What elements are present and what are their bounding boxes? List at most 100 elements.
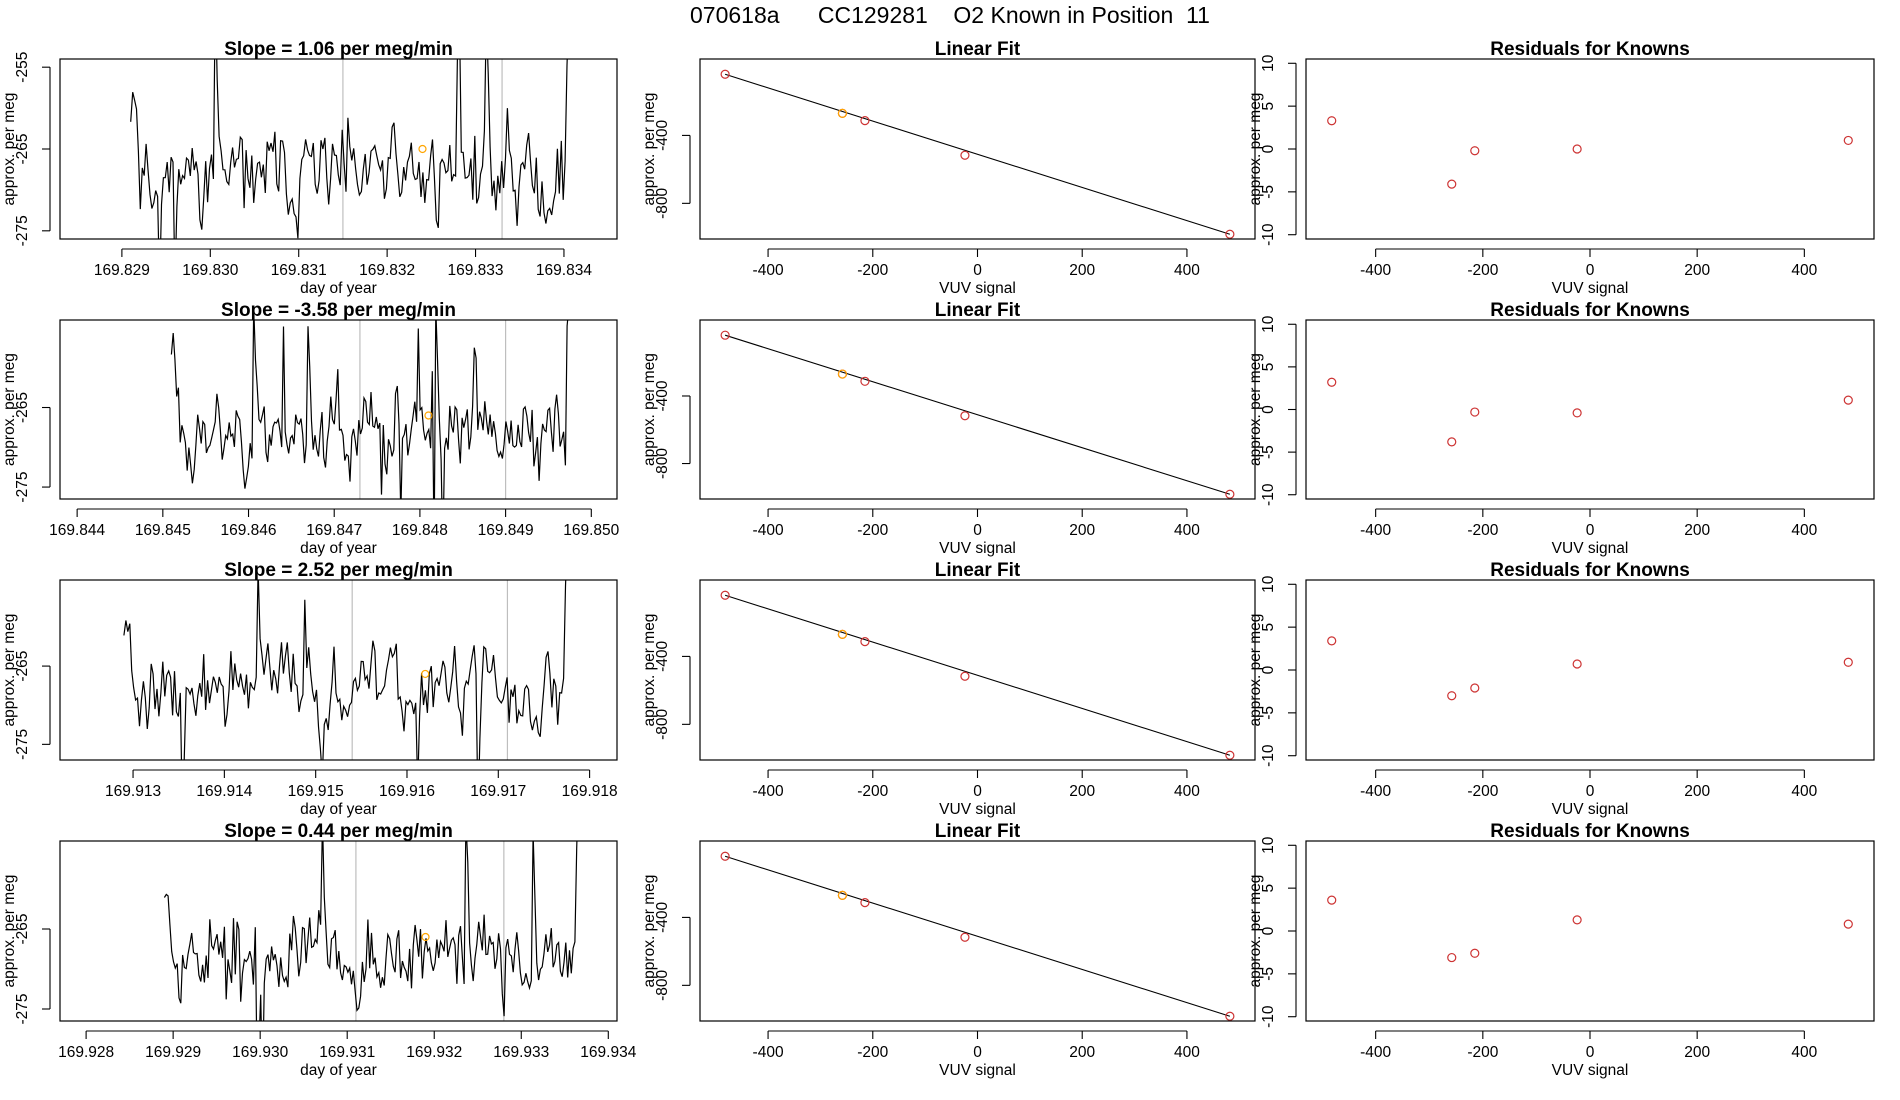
fit-point bbox=[860, 376, 870, 386]
residual-point bbox=[1447, 691, 1457, 701]
x-axis: 169.844 169.845 169.846 169.847 169.848 169.8… bbox=[49, 508, 620, 557]
residual-panel-3: Residuals for Knowns -400 -200 0 200 400 VUV s… bbox=[1247, 560, 1875, 818]
residual-point bbox=[1327, 116, 1337, 126]
x-tick-label: -400 bbox=[753, 1044, 784, 1061]
fit-point bbox=[960, 411, 970, 421]
y-tick-label: -800 bbox=[654, 448, 671, 479]
x-tick-label: 400 bbox=[1174, 783, 1200, 800]
x-tick-label: 169.846 bbox=[221, 522, 277, 539]
y-tick-label: -5 bbox=[1260, 967, 1277, 981]
x-tick-label: -200 bbox=[1467, 783, 1498, 800]
y-tick-label: -10 bbox=[1260, 483, 1277, 506]
y-axis-label: approx. per meg bbox=[641, 93, 658, 206]
fit-point-highlight bbox=[837, 890, 848, 900]
x-tick-label: -400 bbox=[753, 783, 784, 800]
y-axis: -265 -275 approx. per meg bbox=[1, 875, 51, 1025]
y-tick-label: -275 bbox=[14, 215, 31, 246]
y-axis-label: approx. per meg bbox=[1, 614, 18, 727]
plot-frame bbox=[699, 58, 1256, 240]
y-tick-label: -10 bbox=[1260, 1005, 1277, 1028]
plot-area bbox=[720, 330, 1235, 499]
residual-point bbox=[1447, 952, 1457, 963]
residual-point bbox=[1470, 407, 1480, 417]
x-tick-label: 0 bbox=[1586, 522, 1595, 539]
y-axis-label: approx. per meg bbox=[1247, 93, 1264, 206]
x-tick-label: 400 bbox=[1174, 1044, 1200, 1061]
y-axis-label: approx. per meg bbox=[1247, 875, 1264, 988]
figure-title: 070618a CC129281 O2 Known in Position 11 bbox=[690, 2, 1210, 28]
x-tick-label: 169.917 bbox=[470, 783, 526, 800]
plot-frame bbox=[59, 579, 618, 761]
x-tick-label: -400 bbox=[1360, 522, 1391, 539]
fit-point bbox=[720, 851, 730, 861]
panel-title: Linear Fit bbox=[935, 300, 1021, 321]
y-axis-label: approx. per meg bbox=[1, 93, 18, 206]
x-tick-label: 169.932 bbox=[406, 1044, 462, 1061]
x-axis: -400 -200 0 200 400 VUV signal bbox=[1360, 508, 1818, 557]
y-tick-label: 0 bbox=[1260, 144, 1277, 153]
residual-point bbox=[1843, 919, 1853, 929]
plot-frame bbox=[1305, 319, 1875, 500]
plot-area bbox=[1327, 116, 1853, 189]
panel-title: Linear Fit bbox=[935, 39, 1021, 60]
plot-area bbox=[720, 851, 1235, 1021]
plot-area bbox=[1327, 377, 1853, 447]
plot-area bbox=[1327, 636, 1853, 701]
y-tick-label: -275 bbox=[14, 472, 31, 503]
x-tick-label: 169.831 bbox=[271, 262, 327, 279]
x-tick-label: 169.847 bbox=[306, 522, 362, 539]
residual-point bbox=[1572, 659, 1582, 669]
known-mean-point bbox=[421, 932, 430, 942]
x-tick-label: 400 bbox=[1174, 522, 1200, 539]
panel-title: Slope = -3.58 per meg/min bbox=[221, 300, 456, 321]
y-tick-label: -5 bbox=[1260, 445, 1277, 459]
x-axis-label: day of year bbox=[300, 280, 377, 297]
x-tick-label: 400 bbox=[1791, 783, 1817, 800]
residual-point bbox=[1447, 437, 1457, 447]
x-tick-label: 169.830 bbox=[182, 262, 238, 279]
y-tick-label: -800 bbox=[654, 969, 671, 1000]
y-tick-label: 5 bbox=[1260, 623, 1277, 632]
x-axis: -400 -200 0 200 400 VUV signal bbox=[753, 248, 1200, 297]
x-tick-label: 169.928 bbox=[58, 1044, 114, 1061]
x-tick-label: 0 bbox=[1586, 783, 1595, 800]
x-tick-label: -200 bbox=[857, 783, 888, 800]
x-axis-label: VUV signal bbox=[1552, 1062, 1629, 1079]
x-axis-label: VUV signal bbox=[939, 1062, 1016, 1079]
plot-frame bbox=[1305, 840, 1875, 1022]
fit-point-highlight bbox=[837, 108, 848, 118]
residual-point bbox=[1572, 915, 1582, 925]
x-tick-label: 200 bbox=[1069, 522, 1095, 539]
y-tick-label: -255 bbox=[14, 52, 31, 83]
known-mean-point bbox=[418, 144, 427, 154]
fit-point bbox=[860, 637, 870, 647]
residual-point bbox=[1327, 377, 1337, 387]
fit-point bbox=[960, 671, 970, 681]
y-tick-label: -5 bbox=[1260, 706, 1277, 720]
x-tick-label: 169.914 bbox=[196, 783, 252, 800]
y-axis-label: approx. per meg bbox=[1, 875, 18, 988]
x-tick-label: 0 bbox=[1586, 262, 1595, 279]
x-tick-label: 200 bbox=[1684, 1044, 1710, 1061]
signal-trace bbox=[170, 320, 569, 499]
y-axis-label: approx. per meg bbox=[1, 353, 18, 466]
x-tick-label: 0 bbox=[973, 1044, 982, 1061]
x-tick-label: 200 bbox=[1684, 522, 1710, 539]
plot-frame bbox=[59, 840, 618, 1022]
residual-point bbox=[1470, 948, 1480, 958]
x-tick-label: -400 bbox=[753, 522, 784, 539]
y-axis-label: approx. per meg bbox=[641, 614, 658, 727]
x-axis-label: VUV signal bbox=[939, 540, 1016, 557]
panel-title: Linear Fit bbox=[935, 821, 1021, 842]
y-tick-label: -800 bbox=[654, 708, 671, 739]
residual-point bbox=[1572, 408, 1582, 418]
x-tick-label: 169.850 bbox=[563, 522, 619, 539]
panel-title: Slope = 0.44 per meg/min bbox=[224, 821, 453, 842]
residual-panel-4: Residuals for Knowns -400 -200 0 200 400 VUV s… bbox=[1247, 821, 1875, 1079]
x-axis-label: VUV signal bbox=[1552, 280, 1629, 297]
panel-title: Slope = 2.52 per meg/min bbox=[224, 560, 453, 581]
